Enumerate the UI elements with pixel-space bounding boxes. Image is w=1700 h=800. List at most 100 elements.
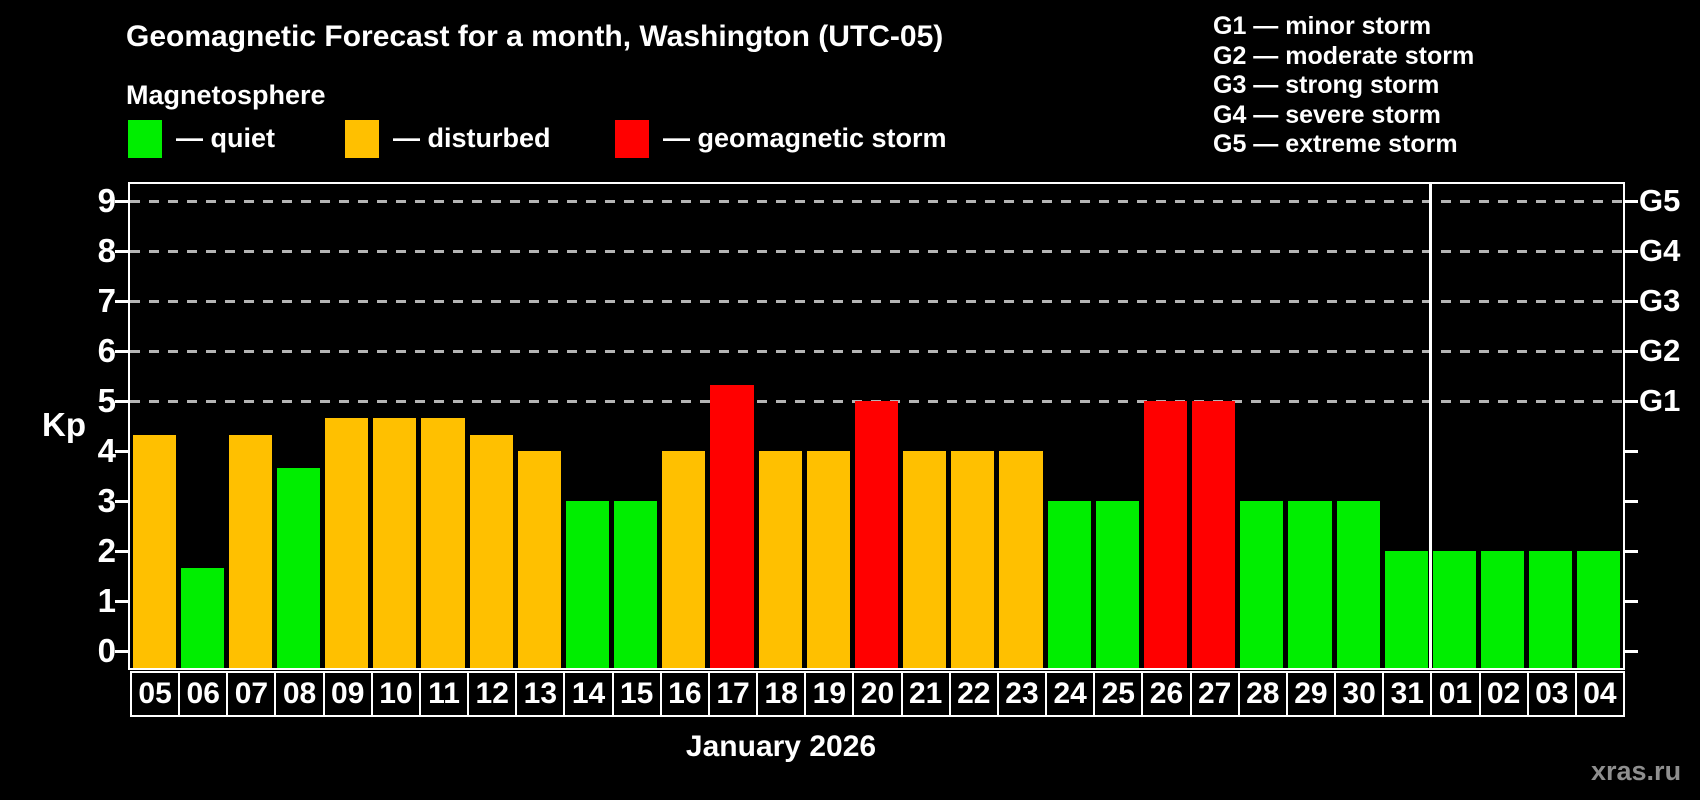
x-axis-month-label: January 2026 bbox=[685, 730, 877, 763]
chart-subtitle: Magnetosphere bbox=[126, 80, 326, 110]
x-axis-day-label-01: 01 bbox=[1430, 671, 1481, 717]
kp-bar-15 bbox=[614, 501, 658, 668]
kp-bar-23 bbox=[999, 451, 1043, 668]
kp-bar-02 bbox=[1481, 551, 1525, 668]
kp-bar-19 bbox=[806, 451, 850, 668]
y-axis-tick-left-5 bbox=[115, 399, 128, 403]
x-axis-day-label-09: 09 bbox=[322, 671, 373, 717]
kp-bar-18 bbox=[758, 451, 802, 668]
right-axis-label-G3: G3 bbox=[1639, 283, 1681, 318]
y-axis-tick-label-5: 5 bbox=[97, 382, 116, 419]
y-axis-tick-right-8 bbox=[1625, 249, 1638, 253]
y-axis-tick-left-7 bbox=[115, 299, 128, 303]
legend-swatch-storm bbox=[615, 119, 649, 158]
watermark: xras.ru bbox=[1591, 756, 1682, 786]
y-axis-tick-left-0 bbox=[115, 649, 128, 653]
kp-bar-25 bbox=[1095, 501, 1139, 668]
x-axis-day-label-25: 25 bbox=[1093, 671, 1144, 717]
kp-bar-01 bbox=[1432, 551, 1476, 668]
y-axis-tick-right-6 bbox=[1625, 349, 1638, 353]
y-axis-tick-right-0 bbox=[1625, 649, 1638, 653]
gridline-kp8 bbox=[130, 249, 1623, 253]
kp-bar-30 bbox=[1336, 501, 1380, 668]
legend-item-disturbed: — disturbed bbox=[345, 119, 551, 158]
y-axis-tick-left-8 bbox=[115, 249, 128, 253]
kp-bar-13 bbox=[517, 451, 561, 668]
y-axis-tick-left-3 bbox=[115, 499, 128, 503]
x-axis-day-label-13: 13 bbox=[515, 671, 566, 717]
storm-scale-line-3: G3 — strong storm bbox=[1213, 71, 1440, 100]
kp-bar-10 bbox=[373, 417, 417, 668]
x-axis-day-label-28: 28 bbox=[1237, 671, 1288, 717]
kp-bar-27 bbox=[1192, 401, 1236, 668]
y-axis-tick-label-9: 9 bbox=[97, 182, 116, 219]
month-separator-line bbox=[1428, 184, 1432, 668]
y-axis-tick-label-7: 7 bbox=[97, 282, 116, 319]
y-axis-tick-right-9 bbox=[1625, 199, 1638, 203]
kp-bar-03 bbox=[1529, 551, 1573, 668]
storm-scale-line-5: G5 — extreme storm bbox=[1213, 130, 1458, 159]
storm-scale-line-4: G4 — severe storm bbox=[1213, 100, 1441, 129]
kp-bar-26 bbox=[1143, 401, 1188, 668]
kp-bar-14 bbox=[565, 501, 610, 668]
y-axis-tick-left-6 bbox=[115, 349, 128, 353]
legend-item-storm: — geomagnetic storm bbox=[615, 119, 947, 158]
x-axis-day-label-31: 31 bbox=[1382, 671, 1433, 717]
kp-bar-11 bbox=[421, 417, 465, 668]
plot-area bbox=[115, 182, 1638, 670]
y-axis-label: Kp bbox=[42, 406, 86, 443]
x-axis-day-label-17: 17 bbox=[707, 671, 759, 717]
y-axis-tick-label-0: 0 bbox=[97, 632, 116, 669]
y-axis-tick-label-4: 4 bbox=[97, 432, 116, 469]
y-axis-tick-left-1 bbox=[115, 599, 128, 603]
x-axis-day-label-06: 06 bbox=[178, 671, 229, 717]
legend-label-storm: — geomagnetic storm bbox=[663, 123, 947, 153]
kp-bar-17 bbox=[710, 384, 754, 668]
right-axis-label-G1: G1 bbox=[1639, 383, 1681, 418]
x-axis-day-label-18: 18 bbox=[756, 671, 807, 717]
x-axis-day-label-29: 29 bbox=[1285, 671, 1337, 717]
kp-bar-21 bbox=[903, 451, 947, 668]
y-axis-tick-label-2: 2 bbox=[97, 532, 116, 569]
x-axis-day-label-12: 12 bbox=[467, 671, 518, 717]
y-axis-tick-right-2 bbox=[1625, 549, 1638, 553]
y-axis-tick-right-5 bbox=[1625, 399, 1638, 403]
x-axis-day-label-27: 27 bbox=[1189, 671, 1240, 717]
x-axis-day-label-03: 03 bbox=[1526, 671, 1577, 717]
x-axis-day-label-11: 11 bbox=[418, 671, 470, 717]
x-axis-day-label-10: 10 bbox=[370, 671, 421, 717]
kp-bar-07 bbox=[228, 434, 272, 668]
storm-scale-line-2: G2 — moderate storm bbox=[1213, 41, 1475, 70]
kp-bar-16 bbox=[662, 451, 706, 668]
kp-bar-09 bbox=[325, 417, 369, 668]
x-axis-day-label-24: 24 bbox=[1045, 671, 1096, 717]
storm-scale-line-1: G1 — minor storm bbox=[1213, 12, 1432, 40]
kp-bar-05 bbox=[132, 434, 176, 668]
kp-bar-08 bbox=[276, 467, 321, 668]
x-axis-day-label-30: 30 bbox=[1334, 671, 1385, 717]
x-axis-day-label-19: 19 bbox=[804, 671, 855, 717]
kp-bar-12 bbox=[469, 434, 513, 668]
legend-label-quiet: — quiet bbox=[176, 123, 275, 153]
legend-swatch-quiet bbox=[128, 119, 162, 158]
kp-bar-31 bbox=[1384, 551, 1428, 668]
x-axis-day-label-05: 05 bbox=[130, 671, 181, 717]
kp-bar-28 bbox=[1240, 501, 1284, 668]
right-axis-label-G2: G2 bbox=[1639, 333, 1681, 368]
kp-bar-29 bbox=[1288, 501, 1332, 668]
y-axis-tick-right-3 bbox=[1625, 499, 1638, 503]
y-axis-tick-right-4 bbox=[1625, 449, 1638, 453]
y-axis-tick-left-4 bbox=[115, 449, 128, 453]
x-axis-day-label-23: 23 bbox=[996, 671, 1048, 717]
y-axis-tick-left-9 bbox=[115, 199, 128, 203]
x-axis-day-label-20: 20 bbox=[852, 671, 903, 717]
kp-bar-20 bbox=[854, 401, 899, 668]
right-axis-label-G4: G4 bbox=[1639, 233, 1681, 268]
gridline-kp9 bbox=[130, 199, 1623, 203]
x-axis-day-label-14: 14 bbox=[563, 671, 614, 717]
x-axis-day-label-02: 02 bbox=[1478, 671, 1529, 717]
x-axis-day-label-22: 22 bbox=[948, 671, 999, 717]
x-axis-day-label-26: 26 bbox=[1141, 671, 1192, 717]
y-axis-tick-right-7 bbox=[1625, 299, 1638, 303]
